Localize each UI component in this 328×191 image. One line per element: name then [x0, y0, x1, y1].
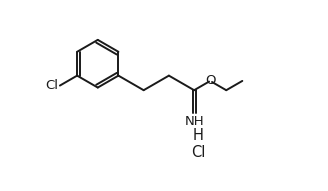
Text: O: O	[205, 74, 215, 87]
Text: Cl: Cl	[45, 79, 58, 92]
Text: Cl: Cl	[191, 145, 206, 160]
Text: H: H	[193, 128, 204, 143]
Text: NH: NH	[184, 115, 204, 128]
